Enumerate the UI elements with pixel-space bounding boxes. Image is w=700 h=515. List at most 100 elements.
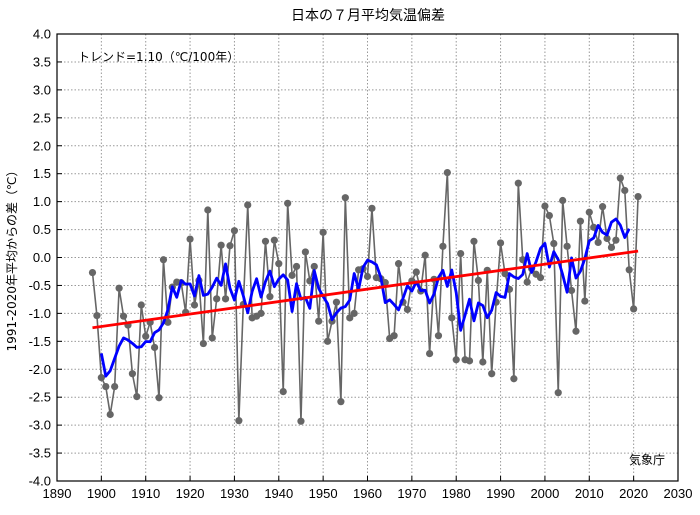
y-tick-label: -1.5	[29, 334, 51, 349]
x-tick-label: 1910	[131, 486, 160, 501]
y-tick-label: 0.5	[33, 222, 51, 237]
data-point	[452, 356, 460, 364]
y-tick-label: -2.5	[29, 390, 51, 405]
y-tick-label: -1.0	[29, 306, 51, 321]
plot-frame	[56, 33, 679, 482]
data-point	[257, 309, 265, 317]
data-point	[434, 332, 443, 340]
data-point	[288, 271, 296, 279]
y-tick-label: 3.0	[33, 82, 51, 97]
data-point	[97, 374, 105, 382]
chart-title: 日本の７月平均気温偏差	[291, 8, 445, 24]
data-point	[630, 305, 638, 313]
data-point	[230, 227, 239, 235]
data-point	[142, 332, 150, 340]
x-tick-label: 1980	[442, 486, 471, 501]
data-point	[284, 199, 292, 207]
x-tick-label: 1920	[176, 486, 205, 501]
x-axis-ticks: 1890 1900 1910 1920 1930 1940 1950 1960 1970 1980…	[43, 476, 692, 501]
x-tick-label: 1930	[220, 486, 249, 501]
data-point	[150, 343, 159, 352]
data-point	[598, 203, 607, 211]
data-point	[137, 301, 145, 309]
data-point	[501, 270, 509, 278]
data-point	[363, 272, 372, 281]
data-point	[190, 301, 199, 309]
data-point	[279, 388, 287, 396]
data-point	[567, 286, 576, 295]
data-point	[115, 284, 123, 292]
x-tick-label: 1940	[264, 486, 293, 501]
x-tick-label: 2020	[619, 486, 648, 501]
data-point	[106, 410, 114, 419]
y-axis-ticks: 4.0 3.5 3.0 2.5 2.0 1.5 1.0 0.5 0.0 -0.5 -1.0 -1.5 -…	[29, 27, 62, 489]
data-point	[261, 237, 270, 245]
data-point	[235, 417, 243, 425]
data-point	[128, 370, 137, 378]
y-tick-label: 1.0	[33, 194, 51, 209]
data-point	[545, 211, 553, 220]
data-point	[612, 236, 620, 244]
data-point	[208, 334, 216, 342]
x-tick-label: 1890	[43, 486, 72, 501]
data-point	[93, 312, 101, 320]
data-point	[159, 256, 168, 264]
data-point	[412, 268, 420, 276]
data-point	[346, 314, 354, 322]
data-point	[496, 239, 505, 247]
y-tick-label: -2.0	[29, 362, 51, 377]
data-point	[510, 375, 518, 383]
data-point	[439, 242, 447, 250]
x-tick-label: 1990	[486, 486, 515, 501]
y-tick-label: -0.5	[29, 278, 51, 293]
data-point	[186, 235, 194, 243]
data-point	[102, 382, 110, 391]
data-point	[275, 260, 283, 268]
data-point	[474, 276, 482, 285]
y-tick-label: 2.5	[33, 110, 51, 125]
data-point	[315, 317, 323, 325]
data-point	[479, 358, 487, 366]
data-point	[266, 293, 274, 301]
data-point	[111, 382, 119, 391]
y-axis-label: 1991-2020年平均からの差（℃）	[5, 165, 19, 352]
data-point	[550, 239, 558, 248]
data-point	[221, 295, 230, 303]
y-tick-label: 1.5	[33, 166, 51, 181]
x-tick-label: 1970	[397, 486, 426, 501]
y-tick-label: 3.5	[33, 54, 51, 69]
data-point	[164, 318, 172, 326]
data-point	[119, 312, 128, 320]
data-point	[217, 241, 225, 249]
data-point	[585, 208, 593, 216]
x-tick-label: 1950	[309, 486, 338, 501]
data-point	[270, 236, 278, 244]
data-point	[443, 168, 451, 177]
data-point	[310, 262, 318, 271]
data-point	[603, 234, 611, 243]
data-point	[421, 251, 429, 259]
data-point	[541, 202, 549, 210]
data-point	[594, 238, 602, 247]
data-point	[634, 192, 642, 201]
data-point	[204, 206, 212, 214]
data-point	[319, 228, 327, 236]
data-point	[368, 204, 376, 212]
data-point	[292, 262, 301, 271]
data-point	[390, 332, 398, 340]
data-point	[465, 357, 474, 365]
y-tick-label: 2.0	[33, 138, 51, 153]
data-point	[514, 179, 522, 187]
credit-label: 気象庁	[629, 452, 665, 467]
data-point	[341, 194, 349, 202]
y-tick-label: -3.5	[29, 446, 51, 461]
trend-line	[92, 249, 639, 330]
data-point	[621, 186, 629, 195]
series-layer	[88, 168, 642, 425]
data-point	[88, 268, 97, 277]
data-point	[576, 217, 585, 225]
trend-annotation: トレンド=1.10（℃/100年）	[78, 50, 239, 64]
data-point	[155, 394, 163, 402]
data-point	[350, 309, 358, 317]
